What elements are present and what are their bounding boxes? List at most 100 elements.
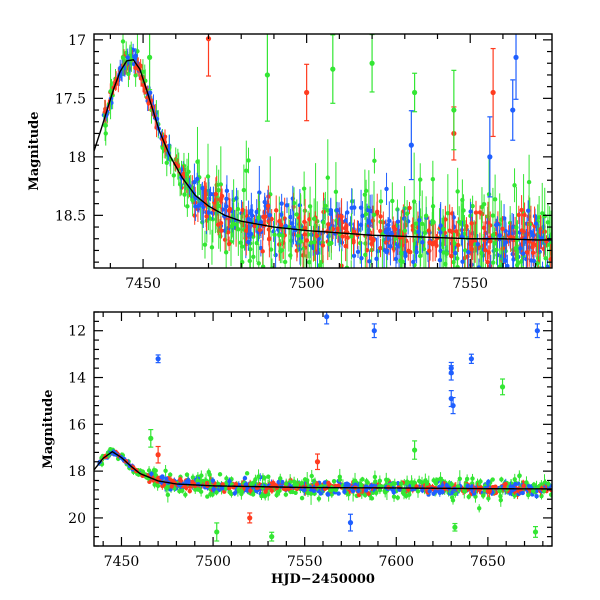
top-point-blue xyxy=(405,219,411,224)
bottom-point-green xyxy=(292,482,297,488)
top-point-green xyxy=(445,210,451,216)
top-point-green xyxy=(279,248,285,253)
bottom-point-green xyxy=(250,492,256,497)
top-outlier-point-blue xyxy=(487,154,493,160)
bottom-outlier-point-green xyxy=(412,447,418,453)
top-point-green xyxy=(384,271,388,275)
bottom-point-green xyxy=(498,493,503,499)
top-point-blue xyxy=(518,246,523,251)
top-point-green xyxy=(470,203,475,209)
top-point-blue xyxy=(284,203,290,208)
bottom-point-blue xyxy=(211,486,216,492)
top-point-red xyxy=(304,238,310,243)
bottom-point-blue xyxy=(210,478,216,483)
top-point-green xyxy=(209,245,215,250)
bottom-point-green xyxy=(184,472,190,477)
top-point-red xyxy=(226,241,232,246)
bottom-outlier-point-blue xyxy=(468,356,474,362)
top-outlier-point-red xyxy=(304,89,310,96)
top-point-blue xyxy=(393,256,399,262)
bottom-point-green xyxy=(227,489,232,495)
top-point-green xyxy=(498,277,502,281)
top-point-red xyxy=(449,253,454,259)
top-outlier-point-green xyxy=(147,54,153,61)
bottom-point-green xyxy=(283,481,289,487)
top-point-blue xyxy=(411,259,416,265)
bottom-point-green xyxy=(431,478,436,483)
top-point-blue xyxy=(267,212,273,218)
bottom-point-green xyxy=(391,494,397,499)
top-point-green xyxy=(535,261,540,266)
bottom-outlier-point-green xyxy=(452,524,458,530)
top-point-red xyxy=(538,230,543,235)
bottom-outlier-point-blue xyxy=(155,356,161,362)
top-point-blue xyxy=(315,250,320,256)
top-point-green xyxy=(325,175,330,180)
top-point-green xyxy=(205,174,211,179)
top-point-red xyxy=(335,226,341,231)
bottom-point-blue xyxy=(427,489,432,494)
top-point-green xyxy=(307,204,313,209)
bottom-point-red xyxy=(366,491,371,496)
top-point-red xyxy=(375,209,380,214)
bottom-point-green xyxy=(358,483,364,488)
top-point-red xyxy=(393,226,398,232)
top-point-blue xyxy=(388,244,393,249)
top-point-blue xyxy=(489,271,493,275)
top-tick-layer: 7450 7500 7550 17 17.5 18 18.5 xyxy=(55,33,552,292)
top-point-red xyxy=(427,240,433,245)
top-point-green xyxy=(507,220,513,226)
top-point-blue xyxy=(297,203,303,208)
top-point-blue xyxy=(125,55,130,60)
top-point-green xyxy=(490,260,496,265)
bottom-point-green xyxy=(152,482,157,487)
top-point-blue xyxy=(453,250,458,256)
top-point-blue xyxy=(358,222,364,228)
top-point-green xyxy=(339,273,343,277)
bottom-point-green xyxy=(462,489,468,494)
bottom-point-blue xyxy=(440,489,445,495)
top-point-green xyxy=(216,188,221,193)
top-point-green xyxy=(268,247,274,252)
top-point-green xyxy=(289,238,294,243)
top-outlier-point-blue xyxy=(408,142,414,148)
top-point-blue xyxy=(196,203,202,208)
top-x-tick-label: 7550 xyxy=(452,276,488,292)
bottom-point-blue xyxy=(302,487,307,493)
bottom-point-green xyxy=(180,488,185,494)
top-point-blue xyxy=(345,210,350,215)
top-point-green xyxy=(312,239,317,245)
top-point-blue xyxy=(395,219,401,224)
top-point-red xyxy=(266,194,271,199)
bottom-point-green xyxy=(309,473,314,479)
top-point-green xyxy=(311,216,317,222)
bottom-point-green xyxy=(517,473,522,478)
bottom-point-green xyxy=(400,490,406,496)
bottom-point-red xyxy=(269,488,275,493)
bottom-point-red xyxy=(178,478,183,484)
bottom-point-green xyxy=(193,487,198,492)
bottom-outlier-point-red xyxy=(155,452,161,458)
top-point-green xyxy=(494,247,499,253)
bottom-x-tick-label: 7550 xyxy=(287,554,323,570)
top-point-green xyxy=(363,211,369,217)
bottom-point-red xyxy=(503,481,508,487)
top-point-green xyxy=(236,227,241,232)
top-point-green xyxy=(519,275,523,279)
bottom-point-blue xyxy=(534,493,539,499)
top-point-green xyxy=(244,168,249,173)
top-outlier-point-green xyxy=(330,66,336,72)
bottom-point-blue xyxy=(350,488,356,494)
bottom-point-green xyxy=(215,481,221,487)
top-point-green xyxy=(238,240,243,245)
bottom-point-green xyxy=(548,492,552,497)
bottom-point-green xyxy=(328,487,333,493)
bottom-point-green xyxy=(490,477,495,482)
top-point-green xyxy=(248,247,253,252)
top-point-green xyxy=(420,221,425,227)
top-point-blue xyxy=(367,259,372,264)
bottom-point-green xyxy=(477,506,482,511)
top-point-red xyxy=(378,214,383,219)
bottom-point-blue xyxy=(440,483,445,488)
top-point-green xyxy=(133,73,138,78)
